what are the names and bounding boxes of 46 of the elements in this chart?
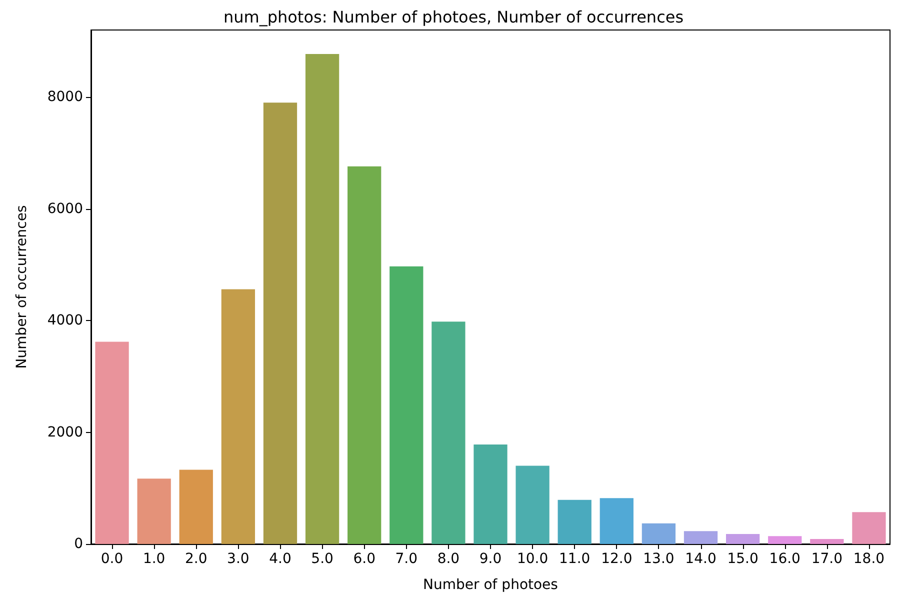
x-tick-label: 4.0 <box>269 551 292 567</box>
bar <box>852 512 886 544</box>
x-tick-label: 6.0 <box>353 551 376 567</box>
bar <box>474 444 508 544</box>
x-tick-label: 1.0 <box>142 551 166 567</box>
y-tick-label: 2000 <box>47 424 83 440</box>
bar <box>768 536 802 544</box>
bar <box>179 470 213 544</box>
chart-title: num_photos: Number of photoes, Number of occurrences <box>223 8 684 26</box>
bar <box>390 266 424 544</box>
bar <box>726 534 760 544</box>
x-tick-label: 14.0 <box>685 551 716 567</box>
x-tick-label: 11.0 <box>559 551 590 567</box>
y-tick-label: 8000 <box>47 89 83 106</box>
x-tick-label: 13.0 <box>643 551 674 567</box>
y-tick-label: 0 <box>74 536 83 552</box>
x-tick-label: 0.0 <box>100 551 124 567</box>
bar <box>684 531 718 544</box>
bar <box>432 322 466 544</box>
bar <box>263 102 298 544</box>
bar <box>95 342 129 544</box>
x-tick-label: 5.0 <box>311 551 334 567</box>
y-tick-label: 6000 <box>47 200 83 217</box>
y-tick-label: 4000 <box>47 312 83 329</box>
x-tick-label: 17.0 <box>811 551 843 567</box>
x-tick-label: 18.0 <box>853 551 885 567</box>
x-tick-label: 9.0 <box>479 551 502 567</box>
bar <box>348 166 382 544</box>
x-tick-label: 2.0 <box>185 551 208 567</box>
x-axis-title: Number of photoes <box>423 577 558 593</box>
bar <box>600 498 634 544</box>
x-tick-label: 15.0 <box>727 551 758 567</box>
x-tick-label: 7.0 <box>395 551 418 567</box>
bar <box>810 538 844 544</box>
x-tick-label: 3.0 <box>227 551 250 567</box>
x-tick-label: 16.0 <box>769 551 800 567</box>
bar <box>221 289 256 544</box>
bar <box>642 523 676 544</box>
bar <box>137 478 171 544</box>
x-tick-label: 12.0 <box>601 551 632 567</box>
bar <box>516 466 550 544</box>
x-tick-label: 10.0 <box>516 551 548 567</box>
x-tick-label: 8.0 <box>437 551 460 567</box>
bar <box>305 54 340 544</box>
y-axis-title: Number of occurrences <box>14 205 30 369</box>
bar <box>558 500 592 544</box>
